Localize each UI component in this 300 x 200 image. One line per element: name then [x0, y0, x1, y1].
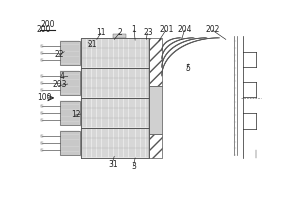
Bar: [60, 71, 80, 95]
Text: 100: 100: [37, 93, 52, 102]
Text: 200: 200: [36, 25, 51, 34]
Bar: [80, 128, 149, 158]
Bar: [80, 98, 149, 128]
Text: 31: 31: [108, 160, 118, 169]
Text: 203: 203: [52, 80, 67, 89]
Text: 3: 3: [132, 162, 136, 171]
Bar: [60, 41, 80, 65]
Text: 21: 21: [87, 40, 97, 49]
Bar: [149, 134, 162, 158]
Bar: [149, 38, 162, 86]
Text: 11: 11: [97, 28, 106, 37]
Bar: [149, 86, 162, 134]
Text: 200: 200: [40, 20, 55, 29]
Text: 23: 23: [143, 28, 153, 37]
Bar: [80, 38, 149, 68]
Bar: [80, 68, 149, 98]
Text: 12: 12: [71, 110, 81, 119]
Text: 5: 5: [185, 64, 190, 73]
Text: 2: 2: [118, 28, 122, 37]
Bar: [113, 34, 126, 38]
Text: 204: 204: [178, 25, 192, 34]
Text: 4: 4: [59, 72, 64, 81]
Bar: [60, 101, 80, 125]
Bar: [60, 131, 80, 155]
Text: 201: 201: [159, 25, 174, 34]
Text: 202: 202: [206, 25, 220, 34]
Text: 22: 22: [55, 50, 64, 59]
Text: 1: 1: [132, 25, 136, 34]
